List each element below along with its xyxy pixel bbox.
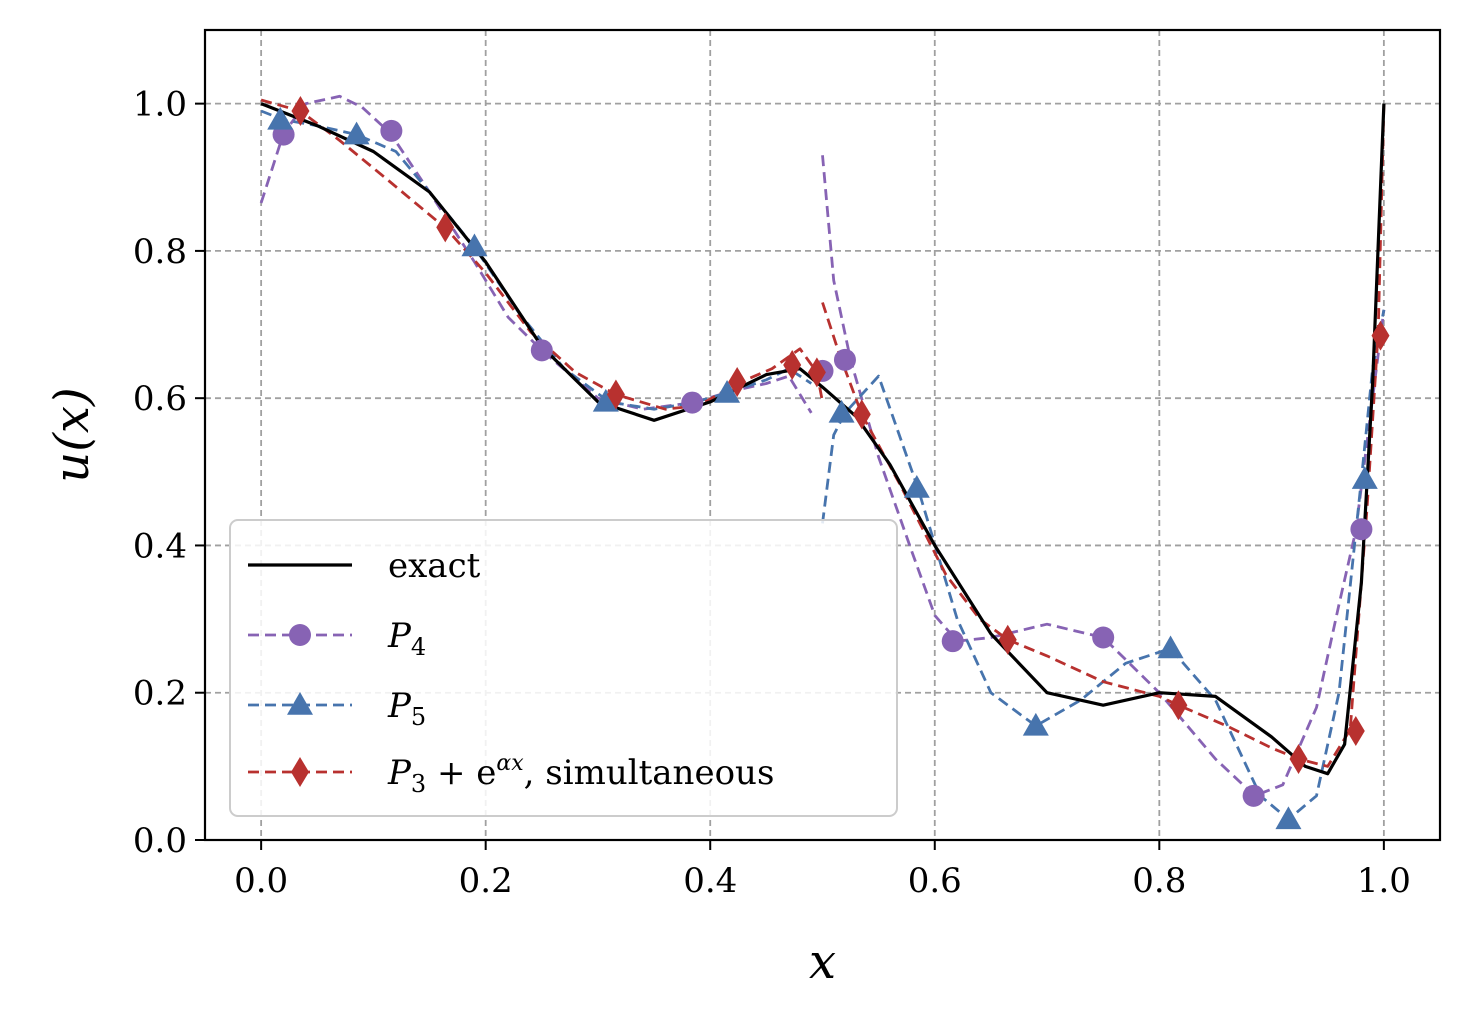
- data-marker-2: [1157, 635, 1184, 659]
- legend-box: [229, 519, 898, 817]
- data-marker-3: [807, 357, 826, 388]
- x-tick-label: 0.0: [234, 861, 288, 901]
- y-axis-label: u(x): [44, 387, 100, 482]
- data-marker-2: [714, 380, 741, 403]
- data-marker-1: [1350, 518, 1373, 541]
- data-marker-2: [343, 121, 370, 145]
- data-marker-2: [267, 106, 294, 130]
- series-line-2: [821, 309, 1386, 821]
- legend-marker: [287, 692, 313, 715]
- x-tick-label: 0.8: [1132, 861, 1186, 901]
- legend-marker: [289, 624, 311, 646]
- series-line-3: [821, 103, 1386, 768]
- data-marker-2: [1351, 466, 1378, 489]
- data-marker-1: [833, 348, 856, 371]
- y-tick-label: 0.4: [133, 526, 187, 566]
- data-marker-3: [1289, 744, 1308, 774]
- x-tick-label: 1.0: [1357, 861, 1411, 901]
- y-tick-label: 0.8: [133, 232, 187, 272]
- series-line-1: [259, 94, 813, 414]
- data-marker-2: [1275, 806, 1302, 830]
- legend-marker: [291, 757, 309, 787]
- series-markers: [267, 96, 1390, 830]
- legend-label: P3 + eαx, simultaneous: [387, 751, 774, 798]
- y-tick-label: 0.6: [133, 379, 187, 419]
- data-marker-3: [436, 212, 455, 243]
- y-tick-label: 0.0: [133, 821, 187, 861]
- data-marker-2: [903, 475, 930, 498]
- data-marker-3: [852, 399, 871, 430]
- data-marker-1: [380, 119, 403, 142]
- x-axis-label: x: [809, 934, 836, 990]
- data-marker-2: [1022, 712, 1049, 736]
- data-marker-1: [681, 391, 704, 414]
- data-marker-3: [1169, 690, 1188, 721]
- plot-frame: [203, 28, 1442, 842]
- x-tick-label: 0.6: [908, 861, 962, 901]
- data-marker-3: [783, 350, 802, 381]
- data-marker-3: [606, 379, 625, 410]
- data-marker-3: [728, 366, 747, 397]
- legend-label: P4: [387, 616, 426, 661]
- data-marker-1: [1242, 784, 1265, 807]
- data-marker-2: [592, 388, 619, 412]
- data-marker-3: [998, 624, 1017, 655]
- series-line-0: [260, 102, 1386, 776]
- legend-label: exact: [388, 546, 481, 586]
- data-marker-2: [828, 399, 855, 423]
- x-tick-label: 0.2: [459, 861, 513, 901]
- legend: exact P4 P5 P3 + eαx, simultaneous: [229, 519, 898, 817]
- series-line-2: [260, 109, 813, 411]
- data-marker-3: [1371, 320, 1390, 351]
- y-tick-label: 1.0: [133, 85, 187, 125]
- data-marker-3: [1346, 716, 1365, 747]
- data-marker-2: [461, 233, 488, 257]
- series-line-1: [821, 155, 1386, 798]
- x-tick-label: 0.4: [683, 861, 737, 901]
- y-tick-label: 0.2: [133, 674, 187, 714]
- axis-ticks: 0.0 0.2 0.4 0.6 0.8 1.0 0.0 0.2 0.4 0.6 0.8 1.0: [133, 85, 1411, 901]
- data-marker-1: [530, 339, 553, 362]
- series-line-3: [260, 98, 824, 411]
- legend-label: P5: [387, 686, 426, 731]
- data-marker-3: [291, 96, 310, 126]
- data-marker-1: [941, 630, 964, 653]
- data-marker-1: [1092, 626, 1115, 649]
